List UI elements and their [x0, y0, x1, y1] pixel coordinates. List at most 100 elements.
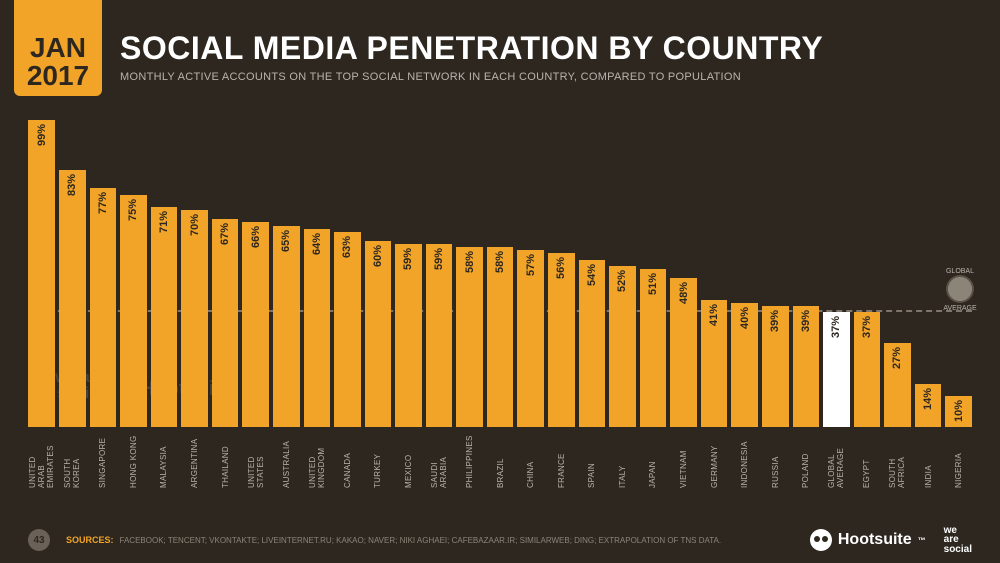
bar-wrap: 10% [945, 120, 972, 427]
chart-column: 39%RUSSIA [762, 120, 789, 488]
chart-column: 48% VIETNAM [670, 120, 697, 488]
chart-column: 56% FRANCE [548, 120, 575, 488]
bar-label: MEXICO [404, 433, 413, 488]
bar-value: 83% [66, 174, 78, 196]
bar-label: SOUTH AFRICA [888, 433, 906, 488]
chart-column: 37%EGYPT [854, 120, 881, 488]
bar-value: 52% [616, 270, 628, 292]
bar-wrap: 39% [762, 120, 789, 427]
bar-label: MALAYSIA [159, 433, 168, 488]
chart-column: 37% GLOBAL AVERAGE [823, 120, 850, 488]
bar-label: NIGERIA [954, 433, 963, 488]
chart-column: 51% JAPAN [640, 120, 667, 488]
header: SOCIAL MEDIA PENETRATION BY COUNTRY MONT… [120, 30, 980, 83]
bar-wrap: 60% [365, 120, 392, 427]
bar-value: 14% [922, 388, 934, 410]
bar: 99% [28, 120, 55, 427]
chart-column: 57% CHINA [517, 120, 544, 488]
chart-column: 59%SAUDI ARABIA [426, 120, 453, 488]
owl-icon [810, 529, 832, 551]
bar-wrap: 41% [701, 120, 728, 427]
bar-value: 64% [311, 233, 323, 255]
bar-label: ARGENTINA [190, 433, 199, 488]
bar-wrap: 67% [212, 120, 239, 427]
bar: 67% [212, 219, 239, 427]
chart-column: 75%HONG KONG [120, 120, 147, 488]
chart-column: 52%ITALY [609, 120, 636, 488]
bar-value: 59% [433, 248, 445, 270]
chart-column: 14% INDIA [915, 120, 942, 488]
chart-column: 58%BRAZIL [487, 120, 514, 488]
bar-wrap: 27% [884, 120, 911, 427]
bar-wrap: 58% [487, 120, 514, 427]
bar-wrap: 99% [28, 120, 55, 427]
page-title: SOCIAL MEDIA PENETRATION BY COUNTRY [120, 30, 980, 67]
chart-column: 59%MEXICO [395, 120, 422, 488]
bar: 14% [915, 384, 942, 427]
chart-column: 66%UNITED STATES [242, 120, 269, 488]
bar-wrap: 57% [517, 120, 544, 427]
bar-label: CHINA [526, 433, 535, 488]
bar: 63% [334, 232, 361, 427]
bar-wrap: 66% [242, 120, 269, 427]
bar: 66% [242, 222, 269, 427]
bar-wrap: 40% [731, 120, 758, 427]
bar-label: VIETNAM [679, 433, 688, 488]
bar-value: 99% [36, 124, 48, 146]
chart-column: 64%UNITED KINGDOM [304, 120, 331, 488]
bar: 37% [823, 312, 850, 427]
chart-column: 71% MALAYSIA [151, 120, 178, 488]
bar-wrap: 64% [304, 120, 331, 427]
chart-column: 54%SPAIN [579, 120, 606, 488]
hootsuite-text: Hootsuite [838, 531, 912, 549]
bar: 48% [670, 278, 697, 427]
bar: 59% [426, 244, 453, 427]
trademark-icon: ™ [918, 536, 926, 545]
bar-wrap: 83% [59, 120, 86, 427]
bar: 56% [548, 253, 575, 427]
bar-value: 66% [250, 226, 262, 248]
bar-label: UNITED ARAB EMIRATES [28, 433, 55, 488]
bar: 27% [884, 343, 911, 427]
sources-label: SOURCES: [66, 535, 114, 545]
bar-value: 10% [953, 400, 965, 422]
bar-value: 58% [494, 251, 506, 273]
hootsuite-logo: Hootsuite ™ [810, 529, 926, 551]
bar-label: CANADA [343, 433, 352, 488]
bar-label: GERMANY [710, 433, 719, 488]
chart-column: 65%AUSTRALIA [273, 120, 300, 488]
bar-label: FRANCE [557, 433, 566, 488]
bar-wrap: 75% [120, 120, 147, 427]
bar-value: 70% [189, 214, 201, 236]
bar-wrap: 63% [334, 120, 361, 427]
sources-text: FACEBOOK; TENCENT; VKONTAKTE; LIVEINTERN… [120, 536, 810, 545]
bar-value: 71% [158, 211, 170, 233]
chart-column: 27% SOUTH AFRICA [884, 120, 911, 488]
bar-wrap: 56% [548, 120, 575, 427]
bar-label: JAPAN [648, 433, 657, 488]
bar-value: 58% [464, 251, 476, 273]
bar-wrap: 48% [670, 120, 697, 427]
date-month: JAN [14, 34, 102, 62]
bar-value: 41% [708, 304, 720, 326]
bar-wrap: 51% [640, 120, 667, 427]
bar: 57% [517, 250, 544, 427]
bar-wrap: 54% [579, 120, 606, 427]
chart-column: 77%SINGAPORE [90, 120, 117, 488]
bar-value: 57% [525, 254, 537, 276]
chart-column: 70% ARGENTINA [181, 120, 208, 488]
bar-label: PHILIPPINES [465, 433, 474, 488]
bar-wrap: 70% [181, 120, 208, 427]
bar-value: 37% [830, 316, 842, 338]
bar: 54% [579, 260, 606, 427]
date-badge: JAN 2017 [14, 0, 102, 96]
chart-column: 83%SOUTH KOREA [59, 120, 86, 488]
date-year: 2017 [14, 62, 102, 90]
bar-label: GLOBAL AVERAGE [827, 433, 845, 488]
bar-label: SINGAPORE [98, 433, 107, 488]
bar-label: EGYPT [862, 433, 871, 488]
bar-wrap: 52% [609, 120, 636, 427]
bar: 60% [365, 241, 392, 427]
bar-label: INDIA [924, 433, 933, 488]
bar: 64% [304, 229, 331, 427]
